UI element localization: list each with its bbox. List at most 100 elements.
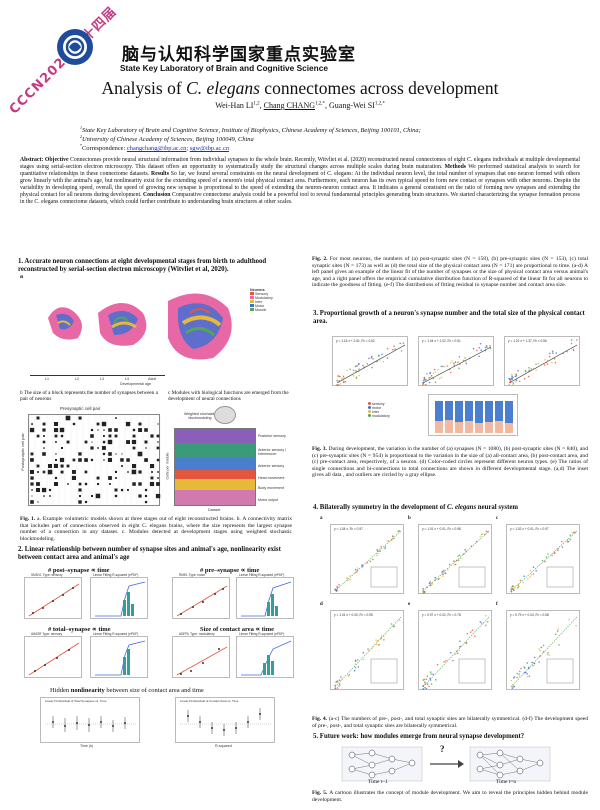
matrix-cell (120, 488, 124, 492)
scatter-point (376, 360, 378, 363)
matrix-cell (78, 458, 82, 462)
scatter-point (380, 635, 383, 637)
matrix-cell (79, 495, 81, 497)
matrix-cell (48, 464, 52, 468)
scatter-point (429, 376, 432, 379)
scatter-point (524, 370, 527, 373)
scatter-point (354, 572, 356, 574)
scatter-point (371, 647, 374, 649)
matrix-cell (49, 495, 51, 497)
scatter-point (486, 346, 488, 348)
scatter-point (361, 564, 363, 567)
scatter-point (362, 658, 365, 661)
scatter-point (557, 547, 559, 550)
scatter-point (513, 676, 516, 678)
scatter-point (442, 573, 444, 576)
scatter-point (553, 358, 556, 360)
scatter-point (485, 530, 488, 532)
scatter-point (354, 369, 357, 372)
developmental-axis: L1 L2 L3 L4 Adult Developmental age (30, 373, 170, 387)
matrix-cell (41, 487, 47, 493)
scatter-point (429, 581, 431, 583)
scatter-point (349, 578, 351, 581)
plot-4e: y = 0.97 x + 0.02, R² = 0.78 (418, 610, 492, 690)
scatter-point (449, 651, 452, 654)
scatter-point (375, 643, 378, 646)
matrix-cell (97, 429, 99, 431)
scatter-point (541, 559, 544, 562)
matrix-cell (115, 417, 117, 419)
matrix-cell (150, 464, 155, 469)
scatter-point (484, 346, 487, 349)
scatter-point (518, 380, 521, 383)
matrix-cell (144, 488, 148, 492)
affiliation-2: 2University of Chinese Academy of Scienc… (80, 134, 254, 144)
scatter-point (548, 654, 550, 656)
matrix-cell (108, 452, 112, 456)
scatter-point (466, 633, 469, 635)
section-5-title: 5. Future work: how modules emerge from … (313, 733, 525, 740)
scatter-point (516, 676, 518, 679)
scatter-point (532, 566, 535, 568)
scatter-point (353, 669, 356, 672)
matrix-cell (71, 475, 76, 480)
scatter-point (552, 352, 554, 354)
matrix-cell (115, 453, 117, 455)
matrix-cell (127, 471, 129, 473)
scatter-point (372, 558, 374, 561)
matrix-cell (96, 476, 100, 480)
row1-right-label: # pre–synapse ∝ time (200, 567, 260, 574)
scatter-point (367, 648, 369, 650)
fig4-caption: Fig. 4. (a-c) The numbers of pre-, post-… (312, 716, 588, 729)
scatter-point (464, 357, 467, 360)
scatter-point (358, 368, 360, 370)
scatter-point (486, 621, 489, 623)
scatter-point (442, 365, 444, 368)
plot-post-linear: SMDVL Type: sensory (24, 573, 82, 619)
scatter-point (346, 579, 349, 582)
scatter-point (338, 679, 341, 681)
matrix-cell (72, 422, 76, 426)
scatter-point (556, 630, 559, 632)
matrix-cell (36, 464, 40, 468)
scatter-point (566, 539, 569, 541)
email-link-1[interactable]: changchang@ibp.ac.cn (126, 145, 187, 153)
section-2-title: 2. Linear relationship between number of… (18, 546, 281, 561)
scatter-point (437, 368, 439, 371)
scatter-point (551, 554, 553, 557)
scatter-point (528, 667, 530, 670)
matrix-cell (61, 447, 63, 449)
scatter-point (517, 369, 519, 372)
matrix-cell (114, 494, 118, 498)
scatter-point (554, 361, 557, 364)
scatter-point (487, 531, 489, 533)
scatter-point (399, 342, 401, 345)
matrix-cell (121, 453, 123, 455)
matrix-cell (137, 451, 143, 457)
email-link-2[interactable]: sgw@ibp.ac.cn (189, 145, 230, 153)
scatter-point (539, 649, 541, 652)
matrix-cell (151, 471, 153, 473)
neuron-legend: Neurons Sensory Modulatory Inter Motor M… (250, 288, 273, 312)
scatter-point (433, 368, 436, 371)
scatter-point (480, 349, 482, 351)
scatter-point (484, 533, 486, 536)
plot-post-ecdf: Linear Fitting R-squared (ePDF) (90, 573, 148, 619)
scatter-point (390, 623, 393, 625)
scatter-point (572, 531, 574, 534)
scatter-point (520, 667, 522, 670)
matrix-cell (42, 452, 46, 456)
scatter-point (378, 355, 380, 357)
matrix-cell (97, 483, 100, 486)
scatter-point (479, 535, 482, 537)
scatter-point (529, 570, 532, 572)
scatter-point (567, 540, 570, 543)
scatter-point (528, 367, 530, 369)
scatter-point (532, 573, 535, 575)
scatter-point (334, 684, 336, 687)
matrix-cell (78, 416, 82, 420)
scatter-point (377, 553, 379, 555)
scatter-point (523, 575, 525, 577)
scatter-point (335, 590, 338, 592)
matrix-cell (109, 483, 111, 485)
